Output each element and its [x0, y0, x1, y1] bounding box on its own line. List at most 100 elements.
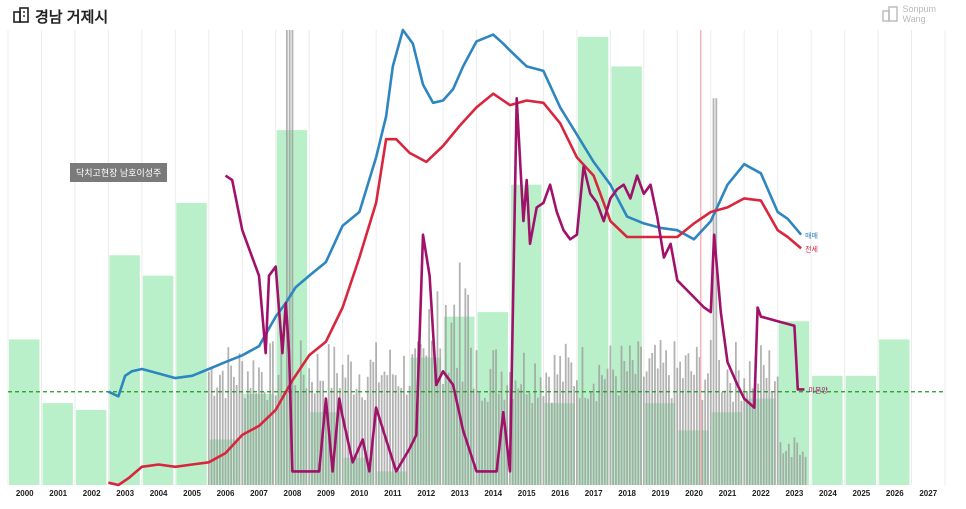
volume-bar — [447, 372, 450, 485]
volume-bar — [411, 354, 414, 485]
volume-bar — [405, 394, 408, 485]
volume-bar — [668, 375, 670, 485]
x-tick-label: 2004 — [150, 489, 168, 498]
supply-bar — [845, 375, 877, 485]
x-tick-label: 2017 — [585, 489, 603, 498]
volume-bar — [207, 371, 210, 485]
volume-bar — [751, 388, 754, 485]
volume-bar — [450, 322, 453, 485]
volume-bar — [458, 262, 461, 485]
volume-bar — [283, 391, 285, 485]
volume-bar — [486, 401, 489, 485]
x-tick-label: 2000 — [16, 489, 34, 498]
x-tick-label: 2010 — [350, 489, 368, 498]
volume-bar — [311, 382, 313, 485]
volume-bar — [430, 340, 433, 485]
volume-bar — [444, 304, 447, 485]
volume-bar — [403, 355, 405, 485]
building-logo-icon — [13, 7, 29, 23]
volume-bar — [369, 359, 372, 485]
x-tick-label: 2024 — [819, 489, 837, 498]
volume-bar — [592, 383, 595, 485]
volume-bar — [358, 374, 361, 485]
volume-bar — [252, 360, 255, 485]
supply-bar — [42, 403, 73, 485]
volume-bar — [676, 367, 679, 485]
volume-bar — [503, 399, 506, 485]
volume-bar — [681, 378, 684, 485]
volume-bar — [656, 368, 659, 485]
volume-bar — [297, 392, 299, 485]
volume-bar — [562, 381, 564, 485]
volume-bar — [673, 341, 676, 485]
volume-bar — [553, 354, 556, 485]
volume-bar — [790, 456, 793, 485]
volume-bar — [612, 369, 615, 485]
volume-bar — [782, 453, 785, 485]
volume-bar — [704, 379, 707, 485]
volume-bar — [394, 375, 397, 485]
volume-bar — [408, 385, 411, 485]
x-tick-label: 2026 — [886, 489, 904, 498]
supply-bar — [176, 202, 207, 485]
volume-bar — [793, 437, 796, 485]
reference-layer — [8, 30, 945, 485]
volume-bar — [219, 374, 221, 485]
volume-bar — [584, 397, 587, 485]
volume-bar — [266, 399, 269, 485]
volume-bar — [436, 291, 439, 485]
volume-bar — [729, 383, 732, 485]
volume-bar — [397, 386, 400, 485]
x-tick-label: 2016 — [551, 489, 569, 498]
volume-bar — [366, 376, 369, 485]
volume-bar — [210, 367, 213, 485]
volume-bar — [514, 380, 517, 485]
volume-bar — [536, 397, 539, 485]
volume-bar — [333, 346, 336, 485]
volume-bar — [383, 371, 386, 485]
volume-bar — [492, 350, 495, 485]
volume-bar — [238, 353, 241, 485]
brand-watermark: Sonpum Wang — [882, 4, 936, 24]
volume-bar — [640, 346, 642, 485]
volume-bar — [617, 395, 620, 485]
volume-bar — [762, 364, 765, 485]
volume-bar — [313, 393, 316, 485]
volume-bar — [603, 379, 606, 485]
series-line-매매 — [107, 28, 803, 398]
volume-bar — [386, 375, 389, 485]
volume-bar — [442, 383, 444, 485]
volume-bar — [277, 374, 280, 485]
volume-bar — [377, 382, 380, 485]
volume-bar — [628, 345, 631, 485]
volume-bar — [249, 388, 252, 485]
volume-bar — [433, 355, 436, 485]
volume-bar — [740, 400, 743, 485]
volume-bar — [221, 370, 224, 485]
volume-bar — [478, 392, 481, 485]
volume-bar — [319, 380, 322, 485]
x-tick-label: 2025 — [852, 489, 870, 498]
volume-bar — [391, 374, 394, 485]
volume-bar — [472, 388, 475, 485]
volume-bar — [665, 350, 668, 485]
volume-bar — [305, 388, 308, 485]
supply-bar — [9, 339, 40, 485]
supply-bar — [812, 375, 843, 485]
brand-logo-icon — [882, 6, 899, 22]
supply-bar — [75, 409, 107, 485]
volume-bar — [422, 348, 425, 485]
volume-bar — [467, 294, 470, 485]
volume-bar — [291, 30, 294, 485]
volume-bar — [308, 368, 311, 485]
annotation-label: 닥치고현장 남호이성주 — [70, 163, 168, 182]
volume-bar — [364, 400, 366, 485]
volume-bar — [475, 350, 478, 485]
volume-bar — [768, 350, 771, 485]
volume-bar — [564, 343, 567, 485]
volume-bar — [483, 397, 486, 485]
volume-bar — [350, 361, 352, 485]
volume-bar — [626, 371, 628, 485]
x-tick-label: 2008 — [284, 489, 302, 498]
